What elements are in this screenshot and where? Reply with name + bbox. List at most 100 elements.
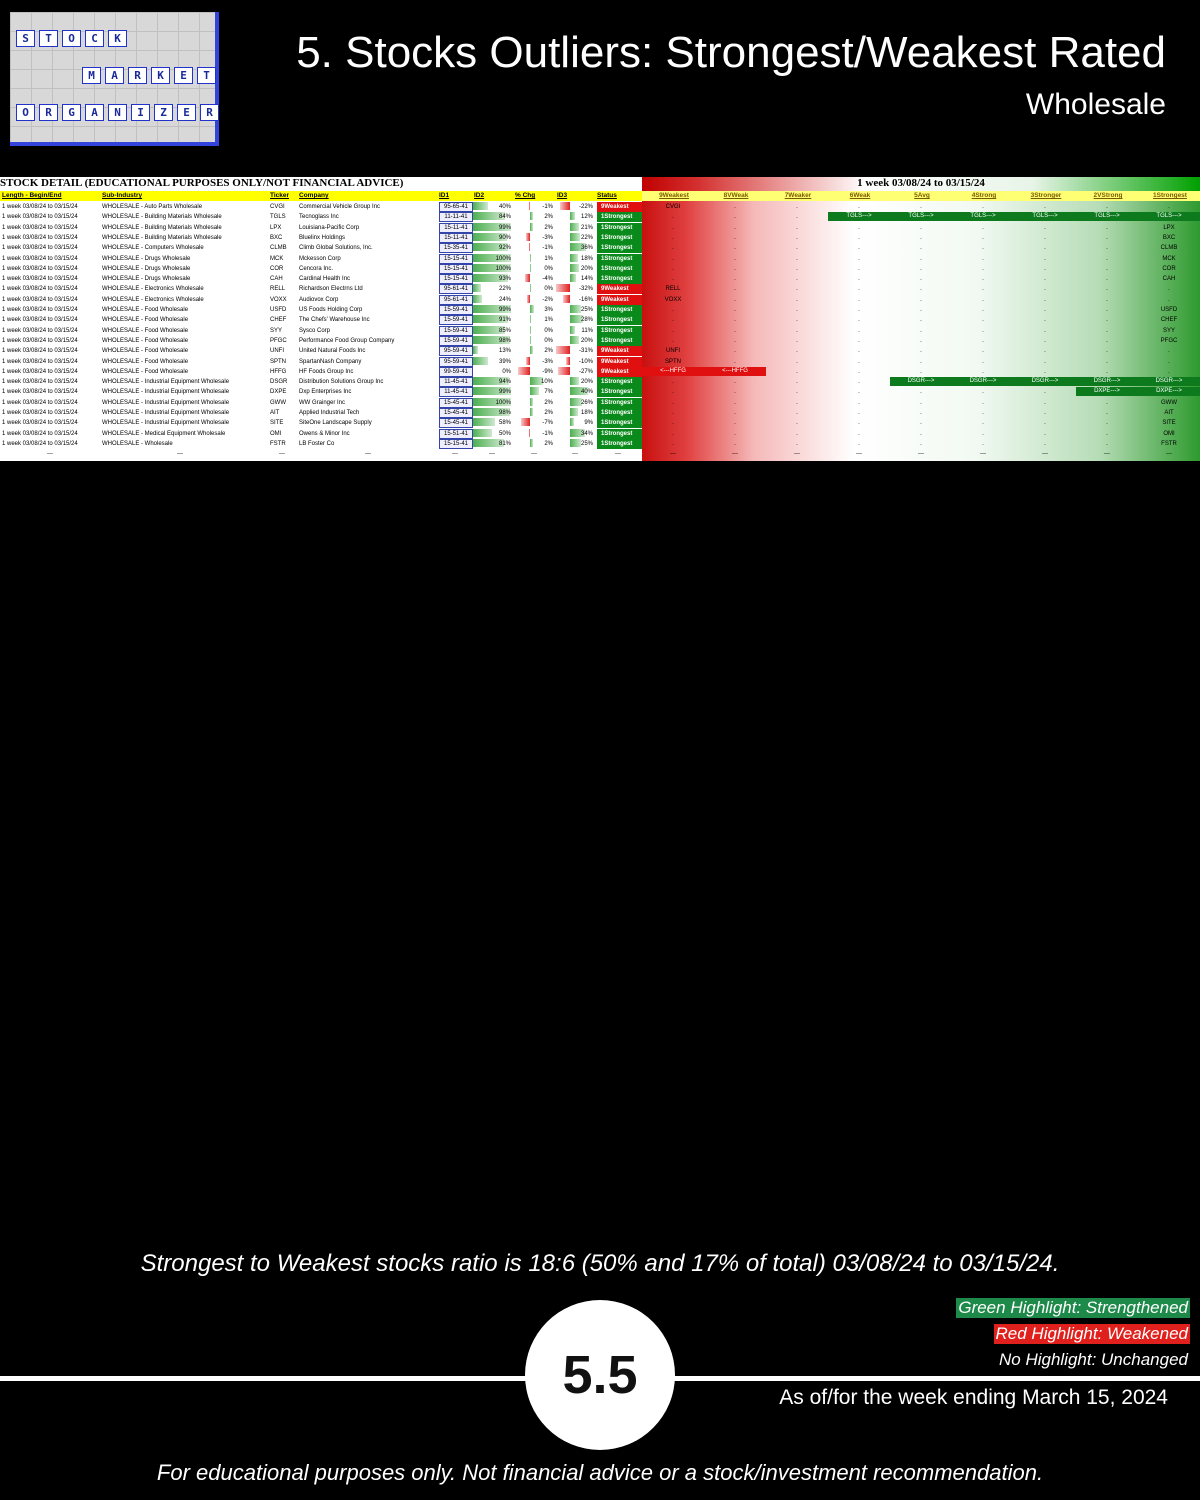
id3-bar bbox=[570, 428, 586, 437]
rating-cell: . bbox=[796, 337, 798, 344]
rating-column-header[interactable]: 8VWeak bbox=[704, 191, 766, 201]
rating-cell: . bbox=[858, 348, 860, 355]
company-cell: Applied Industrial Tech bbox=[299, 410, 360, 416]
rating-column-header[interactable]: 7Weaker bbox=[766, 191, 828, 201]
column-header[interactable]: ID3 bbox=[555, 191, 595, 201]
pct-change-cell: -1% bbox=[542, 430, 553, 437]
rating-cell: . bbox=[920, 399, 922, 406]
rating-cell: . bbox=[734, 224, 736, 231]
rating-cell: . bbox=[1044, 337, 1046, 344]
rating-cell: . bbox=[1044, 234, 1046, 241]
rating-column-header[interactable]: 2VStrong bbox=[1076, 191, 1138, 201]
rating-column-header[interactable]: 9Weakest bbox=[642, 191, 704, 201]
logo-letter: R bbox=[128, 67, 147, 84]
rating-column-header[interactable]: 4Strong bbox=[952, 191, 1014, 201]
rating-cell: . bbox=[982, 440, 984, 447]
rating-cell: . bbox=[920, 317, 922, 324]
id3-cell: 26% bbox=[580, 399, 593, 406]
rating-cell: . bbox=[920, 204, 922, 210]
company-cell: Audiovox Corp bbox=[299, 296, 339, 303]
id2-bar bbox=[473, 397, 511, 406]
id2-cell: 58% bbox=[498, 420, 511, 427]
rating-cell: . bbox=[672, 430, 674, 437]
length-cell: 1 week 03/08/24 to 03/15/24 bbox=[2, 327, 78, 334]
rating-cell: . bbox=[734, 265, 736, 272]
rating-cell: . bbox=[1168, 204, 1170, 210]
logo-letter: E bbox=[177, 104, 196, 121]
length-cell: 1 week 03/08/24 to 03/15/24 bbox=[2, 440, 78, 447]
pct-change-cell: 2% bbox=[544, 399, 553, 406]
ellipsis-cell: --- bbox=[572, 451, 578, 458]
rating-mover: DSGR---> bbox=[952, 377, 1014, 387]
pct-change-cell: -1% bbox=[542, 245, 553, 252]
rating-cell: . bbox=[982, 276, 984, 283]
column-header[interactable]: Ticker bbox=[268, 191, 297, 201]
rating-cell: . bbox=[734, 327, 736, 334]
column-header[interactable]: % Chg bbox=[513, 191, 555, 201]
pct-change-bar bbox=[530, 253, 532, 262]
column-header[interactable]: Status bbox=[595, 191, 642, 201]
status-badge: 9Weakest bbox=[597, 356, 642, 367]
rating-cell: . bbox=[982, 410, 984, 416]
pct-change-bar bbox=[530, 284, 531, 293]
id2-bar bbox=[473, 325, 506, 334]
column-header[interactable]: ID2 bbox=[472, 191, 513, 201]
rating-cell: . bbox=[672, 337, 674, 344]
rating-cell: . bbox=[672, 420, 674, 427]
pct-change-cell: 3% bbox=[544, 307, 553, 313]
rating-cell: . bbox=[1106, 224, 1108, 231]
ellipsis-cell: --- bbox=[670, 451, 676, 458]
id2-cell: 40% bbox=[498, 204, 511, 210]
pct-change-cell: 10% bbox=[540, 379, 553, 386]
id2-cell: 22% bbox=[498, 286, 511, 293]
ticker-cell: UNFI bbox=[270, 348, 284, 355]
rating-column-header[interactable]: 6Weak bbox=[828, 191, 890, 201]
column-header[interactable]: Company bbox=[297, 191, 437, 201]
status-badge: 1Strongest bbox=[597, 325, 642, 336]
rating-cell: . bbox=[1044, 389, 1046, 396]
sub-industry-cell: WHOLESALE - Food Wholesale bbox=[102, 317, 189, 324]
id3-cell: 36% bbox=[580, 245, 593, 252]
pct-change-bar bbox=[530, 397, 533, 406]
company-cell: Climb Global Solutions, Inc. bbox=[299, 245, 373, 252]
ratio-text: Strongest to Weakest stocks ratio is 18:… bbox=[140, 1250, 1060, 1277]
ellipsis-cell: --- bbox=[177, 451, 183, 458]
rating-cell: OMI bbox=[1163, 430, 1175, 437]
rating-mover: DXPE---> bbox=[1076, 387, 1138, 397]
rating-cell: . bbox=[1168, 358, 1170, 365]
pct-change-cell: 2% bbox=[544, 214, 553, 221]
sub-industry-cell: WHOLESALE - Wholesale bbox=[102, 440, 173, 447]
pct-change-bar bbox=[530, 222, 533, 231]
sub-industry-cell: WHOLESALE - Industrial Equipment Wholesa… bbox=[102, 410, 230, 416]
ticker-cell: USFD bbox=[270, 307, 287, 313]
length-cell: 1 week 03/08/24 to 03/15/24 bbox=[2, 276, 78, 283]
id1-cell: 95-59-41 bbox=[439, 346, 473, 357]
rating-cell: . bbox=[734, 420, 736, 427]
id2-cell: 84% bbox=[498, 214, 511, 221]
rating-cell: RELL bbox=[665, 286, 681, 293]
id2-bar bbox=[473, 387, 511, 396]
rating-cell: . bbox=[858, 430, 860, 437]
company-cell: SiteOne Landscape Supply bbox=[299, 420, 372, 427]
length-cell: 1 week 03/08/24 to 03/15/24 bbox=[2, 368, 78, 375]
table-row: 1 week 03/08/24 to 03/15/24 WHOLESALE - E… bbox=[0, 294, 1200, 305]
rating-column-header[interactable]: 3Stronger bbox=[1014, 191, 1076, 201]
rating-cell: . bbox=[982, 368, 984, 375]
length-cell: 1 week 03/08/24 to 03/15/24 bbox=[2, 337, 78, 344]
rating-cell: . bbox=[1044, 307, 1046, 313]
column-header[interactable]: Length - Begin/End bbox=[0, 191, 100, 201]
sub-industry-cell: WHOLESALE - Industrial Equipment Wholesa… bbox=[102, 420, 230, 427]
rating-mover: DSGR---> bbox=[1014, 377, 1076, 387]
id3-cell: 25% bbox=[580, 440, 593, 447]
rating-column-header[interactable]: 5Avg bbox=[890, 191, 952, 201]
column-header[interactable]: Sub-Industry bbox=[100, 191, 268, 201]
rating-cell: . bbox=[1106, 399, 1108, 406]
column-header[interactable]: ID1 bbox=[437, 191, 472, 201]
rating-column-header[interactable]: 1Strongest bbox=[1138, 191, 1200, 201]
rating-cell: . bbox=[1044, 440, 1046, 447]
id1-cell: 95-61-41 bbox=[439, 294, 473, 305]
status-badge: 9Weakest bbox=[597, 202, 642, 212]
status-badge: 1Strongest bbox=[597, 232, 642, 243]
rating-cell: . bbox=[734, 358, 736, 365]
status-badge: 1Strongest bbox=[597, 263, 642, 274]
